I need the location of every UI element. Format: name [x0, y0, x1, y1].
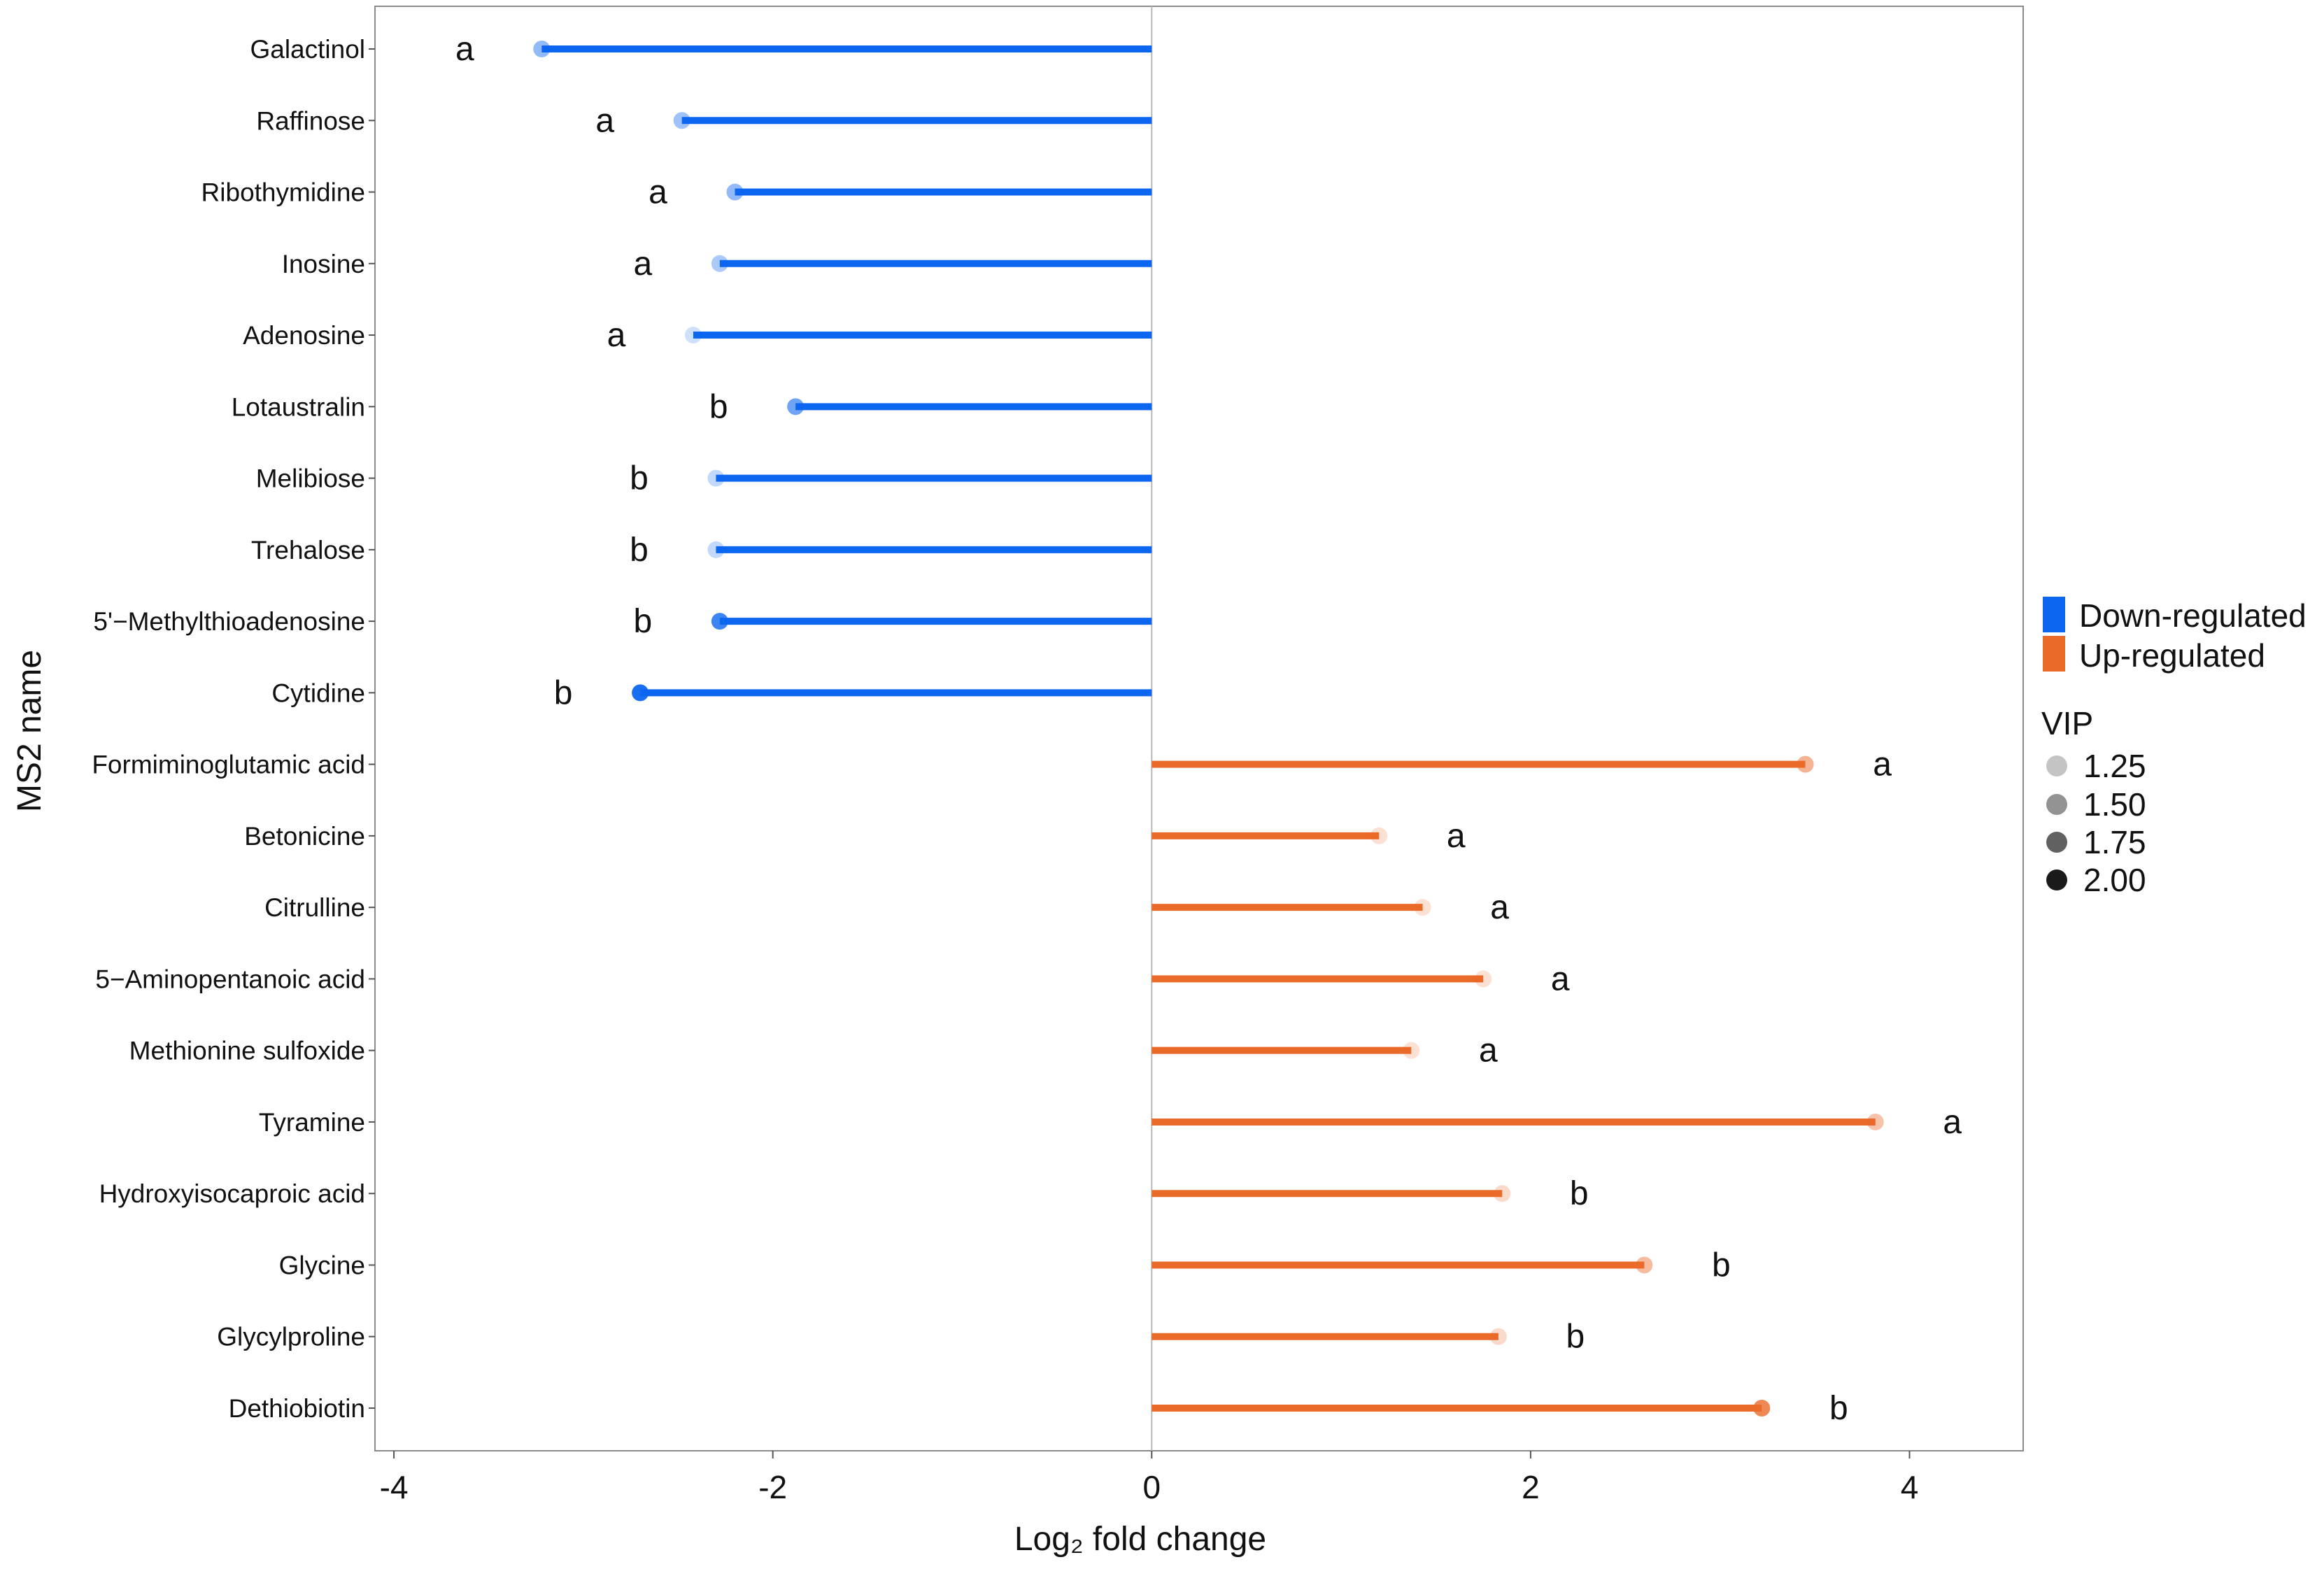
sig-label-10: a [1873, 746, 1892, 783]
point-12 [1414, 899, 1431, 916]
x-tick-label-0: -4 [380, 1469, 409, 1505]
category-label-18: Glycylproline [217, 1323, 365, 1351]
category-label-4: Adenosine [243, 321, 365, 350]
legend-label-down: Down-regulated [2079, 597, 2307, 634]
category-label-12: Citrulline [264, 893, 365, 922]
vip-legend-label-4: 2.00 [2083, 862, 2146, 898]
vip-legend-title: VIP [2041, 705, 2093, 741]
sig-label-14: a [1479, 1032, 1498, 1070]
vip-legend-dot-3 [2046, 832, 2067, 853]
point-14 [1403, 1042, 1420, 1059]
sig-label-19: b [1829, 1390, 1848, 1427]
x-tick-label-4: 4 [1901, 1469, 1919, 1505]
point-0 [533, 41, 551, 57]
point-15 [1866, 1113, 1884, 1130]
point-9 [632, 684, 649, 702]
sig-label-3: a [634, 246, 653, 283]
sig-label-6: b [630, 460, 649, 497]
point-8 [711, 613, 728, 630]
sig-label-15: a [1943, 1104, 1962, 1141]
vip-legend-label-1: 1.25 [2083, 748, 2146, 784]
sig-label-17: b [1712, 1247, 1731, 1284]
category-label-8: 5'−Methylthioadenosine [93, 607, 365, 636]
sig-label-1: a [595, 102, 614, 139]
sig-label-0: a [455, 31, 474, 68]
category-label-17: Glycine [279, 1251, 365, 1279]
category-label-11: Betonicine [244, 822, 365, 851]
sig-label-9: b [554, 674, 573, 711]
point-4 [684, 327, 702, 344]
plot-panel-border [374, 6, 2024, 1451]
points-layer [533, 41, 1884, 1417]
legend-label-up: Up-regulated [2079, 637, 2265, 674]
sig-label-4: a [607, 317, 626, 354]
vip-legend-label-3: 1.75 [2083, 824, 2146, 860]
category-label-15: Tyramine [259, 1108, 365, 1137]
vip-legend-dot-2 [2046, 794, 2067, 815]
legend: Down-regulated Up-regulated VIP 1.25 1.5… [2041, 597, 2307, 898]
category-label-19: Dethiobiotin [229, 1394, 365, 1423]
x-tick-label-1: -2 [758, 1469, 787, 1505]
category-label-9: Cytidine [271, 679, 365, 707]
sig-label-18: b [1566, 1319, 1585, 1356]
category-label-3: Inosine [282, 250, 365, 278]
point-2 [726, 183, 744, 201]
sig-label-5: b [709, 388, 728, 425]
category-label-1: Raffinose [256, 106, 365, 135]
point-18 [1489, 1328, 1507, 1345]
stems-layer [541, 45, 1876, 1412]
sig-label-7: b [630, 532, 649, 569]
category-label-13: 5−Aminopentanoic acid [95, 965, 365, 993]
sig-label-16: b [1570, 1175, 1589, 1212]
point-7 [707, 541, 725, 558]
point-11 [1370, 827, 1388, 844]
sig-label-11: a [1447, 818, 1466, 855]
category-label-7: Trehalose [251, 536, 365, 565]
vip-legend-dot-4 [2046, 869, 2067, 890]
category-label-10: Formiminoglutamic acid [92, 751, 365, 779]
point-6 [707, 469, 725, 487]
x-axis-title: Log₂ fold change [1014, 1521, 1266, 1558]
vip-legend-dot-1 [2046, 755, 2067, 776]
x-tick-label-2: 0 [1143, 1469, 1161, 1505]
x-tick-label-3: 2 [1522, 1469, 1540, 1505]
point-1 [673, 112, 690, 129]
category-label-2: Ribothymidine [201, 178, 365, 207]
point-5 [787, 398, 805, 416]
category-label-5: Lotaustralin [232, 392, 365, 421]
point-17 [1636, 1256, 1653, 1274]
sig-label-2: a [649, 174, 667, 211]
point-10 [1797, 755, 1814, 773]
y-axis: Galactinol Raffinose Ribothymidine Inosine A… [92, 35, 375, 1423]
y-axis-title: MS2 name [11, 650, 48, 812]
category-label-0: Galactinol [250, 35, 365, 64]
category-label-6: Melibiose [256, 464, 365, 493]
point-19 [1753, 1400, 1771, 1417]
point-3 [711, 255, 728, 272]
legend-swatch-down [2043, 597, 2065, 632]
sig-label-8: b [634, 603, 653, 640]
category-label-16: Hydroxyisocaproic acid [99, 1179, 365, 1208]
legend-swatch-up [2043, 636, 2065, 672]
point-13 [1475, 970, 1492, 988]
x-axis: -4 -2 0 2 4 [380, 1451, 1919, 1505]
sig-label-12: a [1490, 889, 1509, 926]
sig-label-13: a [1551, 960, 1570, 998]
vip-legend-label-2: 1.50 [2083, 786, 2146, 823]
point-16 [1494, 1185, 1511, 1202]
category-label-14: Methionine sulfoxide [129, 1037, 365, 1065]
